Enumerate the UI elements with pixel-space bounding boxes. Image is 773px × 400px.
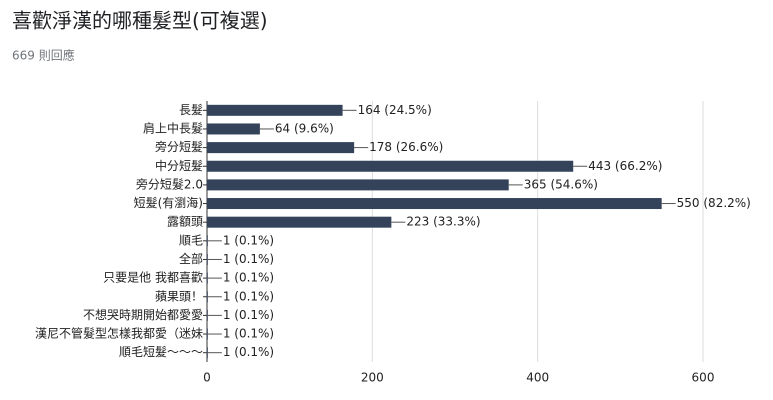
value-label: 223 (33.3%) xyxy=(406,215,480,229)
bar xyxy=(207,142,355,154)
value-label: 365 (54.6%) xyxy=(524,177,598,191)
bar xyxy=(207,123,260,135)
y-tick-label: 短髮(有瀏海) xyxy=(134,195,203,210)
value-label: 1 (0.1%) xyxy=(223,252,274,266)
y-tick-label: 旁分短髮 xyxy=(155,139,203,154)
value-label: 443 (66.2%) xyxy=(588,159,662,173)
y-tick-label: 蘋果頭！ xyxy=(155,289,203,303)
y-tick-label: 長髮 xyxy=(179,103,203,117)
x-tick-label: 400 xyxy=(526,371,549,385)
value-label: 1 (0.1%) xyxy=(223,271,274,285)
value-label: 1 (0.1%) xyxy=(223,308,274,322)
bar xyxy=(207,160,574,172)
bar xyxy=(207,179,509,191)
x-tick-label: 600 xyxy=(692,371,715,385)
chart-title: 喜歡淨漢的哪種髮型(可複選) xyxy=(12,9,268,33)
value-label: 1 (0.1%) xyxy=(223,289,274,303)
y-tick-label: 不想哭時期開始都愛愛 xyxy=(83,307,203,322)
y-tick-label: 順毛短髮～～～ xyxy=(119,345,203,359)
chart-subtitle: 669 則回應 xyxy=(12,48,75,63)
bar xyxy=(207,347,208,359)
value-label: 164 (24.5%) xyxy=(358,103,432,117)
bar xyxy=(207,272,208,284)
y-tick-label: 露額頭 xyxy=(167,215,203,229)
value-label: 178 (26.6%) xyxy=(369,140,443,154)
value-label: 1 (0.1%) xyxy=(223,233,274,247)
y-tick-label: 肩上中長髮 xyxy=(143,120,203,135)
x-tick-label: 0 xyxy=(203,371,211,385)
value-label: 1 (0.1%) xyxy=(223,327,274,341)
bar xyxy=(207,216,392,228)
y-tick-label: 漢尼不管髮型怎樣我都愛（迷妹 xyxy=(35,326,203,341)
value-label: 64 (9.6%) xyxy=(275,121,334,135)
y-tick-label: 全部 xyxy=(179,251,203,266)
value-label: 1 (0.1%) xyxy=(223,345,274,359)
bar xyxy=(207,235,208,247)
y-tick-label: 旁分短髮2.0 xyxy=(136,176,203,191)
bar xyxy=(207,253,208,265)
bar xyxy=(207,328,208,340)
bar xyxy=(207,291,208,303)
y-tick-label: 順毛 xyxy=(179,233,203,247)
y-tick-label: 只要是他 我都喜歡 xyxy=(103,270,203,285)
value-label: 550 (82.2%) xyxy=(677,196,751,210)
bar xyxy=(207,198,662,210)
bar xyxy=(207,104,343,116)
y-tick-label: 中分短髮 xyxy=(155,158,203,173)
bar xyxy=(207,309,208,321)
x-tick-label: 200 xyxy=(361,371,384,385)
